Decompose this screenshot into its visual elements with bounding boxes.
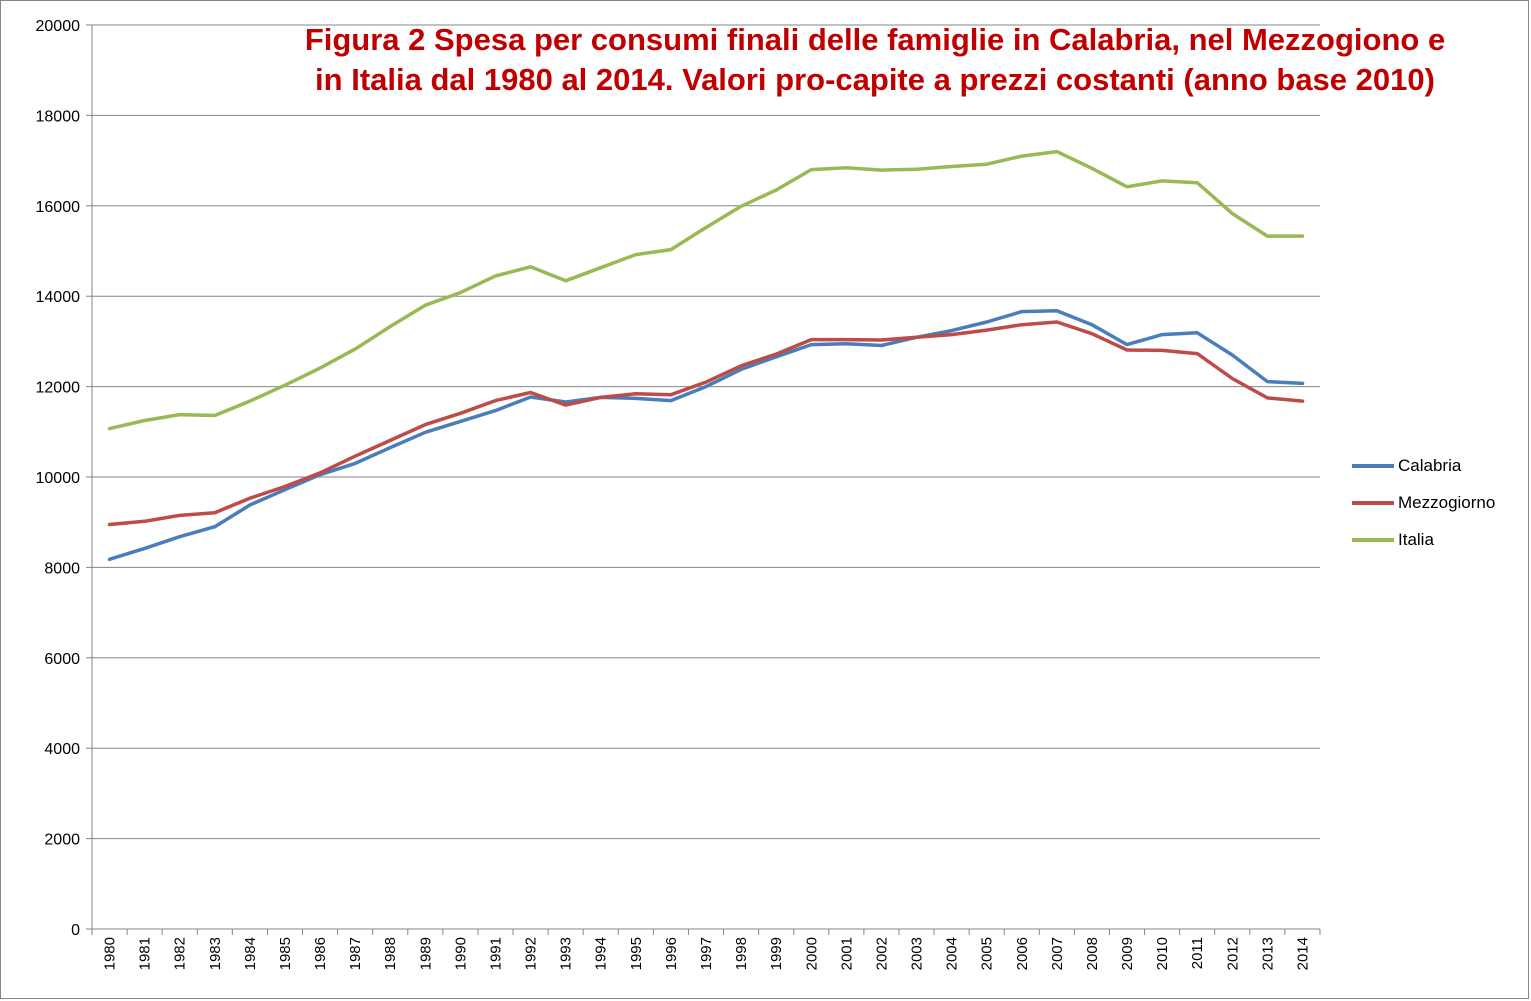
x-tick-label: 1991 xyxy=(487,937,504,970)
gridlines xyxy=(92,24,1320,840)
y-tick-label: 16000 xyxy=(36,199,81,216)
x-tick-label: 1998 xyxy=(733,937,750,970)
x-tick-label: 2008 xyxy=(1084,937,1101,970)
x-tick-label: 2007 xyxy=(1049,937,1066,970)
legend-label-mezzogiorno: Mezzogiorno xyxy=(1398,492,1496,512)
y-tick-label: 2000 xyxy=(44,832,80,849)
x-tick-label: 2000 xyxy=(803,937,820,970)
x-tick-label: 2003 xyxy=(909,937,926,970)
x-tick-label: 1997 xyxy=(698,937,715,970)
x-axis-tick-labels: 1980 1981 1982 1983 1984 1985 1986 1987 1988 1989… xyxy=(102,937,1312,970)
x-tick-label: 2001 xyxy=(838,937,855,970)
y-tick-label: 6000 xyxy=(44,651,80,668)
x-tick-label: 1986 xyxy=(312,937,329,970)
chart-title-line-2: in Italia dal 1980 al 2014. Valori pro-c… xyxy=(315,62,1435,97)
x-tick-label: 1988 xyxy=(382,937,399,970)
x-tick-label: 1982 xyxy=(172,937,189,970)
x-tick-label: 2004 xyxy=(944,937,961,970)
x-tick-label: 1987 xyxy=(347,937,364,970)
y-axis-tick-labels: 0 2000 4000 6000 8000 10000 12000 14000 16000 180… xyxy=(36,18,81,939)
y-tick-label: 12000 xyxy=(36,380,81,397)
x-tick-label: 1992 xyxy=(523,937,540,970)
y-tick-label: 0 xyxy=(71,922,80,939)
y-tick-label: 10000 xyxy=(36,470,81,487)
x-tick-label: 1996 xyxy=(663,937,680,970)
x-tick-label: 1983 xyxy=(207,937,224,970)
legend-item-calabria: Calabria xyxy=(1352,447,1495,484)
y-tick-label: 20000 xyxy=(36,18,81,35)
x-tick-label: 2010 xyxy=(1154,937,1171,970)
legend-label-italia: Italia xyxy=(1398,529,1434,549)
legend-swatch-mezzogiorno xyxy=(1352,500,1394,505)
x-tick-label: 2013 xyxy=(1259,937,1276,970)
chart-title-line-1: Figura 2 Spesa per consumi finali delle … xyxy=(304,22,1446,57)
x-tick-label: 2011 xyxy=(1189,937,1206,969)
series-line-italia xyxy=(107,149,1305,431)
series-line-mezzogiorno xyxy=(107,320,1305,527)
x-tick-label: 2006 xyxy=(1014,937,1031,970)
legend-label-calabria: Calabria xyxy=(1398,455,1462,475)
x-tick-label: 2014 xyxy=(1294,937,1311,970)
x-tick-label: 1990 xyxy=(452,937,469,970)
legend-item-mezzogiorno: Mezzogiorno xyxy=(1352,484,1495,521)
legend-swatch-calabria xyxy=(1352,463,1394,468)
x-tick-label: 1999 xyxy=(768,937,785,970)
chart-title: Figura 2 Spesa per consumi finali delle … xyxy=(230,20,1520,100)
x-tick-label: 1995 xyxy=(628,937,645,970)
x-tick-label: 1989 xyxy=(417,937,434,970)
legend-swatch-italia xyxy=(1352,537,1394,542)
x-tick-label: 1985 xyxy=(277,937,294,970)
x-tick-label: 1984 xyxy=(242,937,259,970)
y-tick-label: 14000 xyxy=(36,289,81,306)
y-tick-label: 18000 xyxy=(36,108,81,125)
x-tick-label: 2012 xyxy=(1224,937,1241,970)
x-tick-label: 2005 xyxy=(979,937,996,970)
x-tick-label: 1993 xyxy=(558,937,575,970)
series-lines xyxy=(107,149,1305,562)
y-tick-label: 4000 xyxy=(44,741,80,758)
x-tick-label: 2009 xyxy=(1119,937,1136,970)
x-tick-label: 1994 xyxy=(593,937,610,970)
y-tick-label: 8000 xyxy=(44,560,80,577)
legend: Calabria Mezzogiorno Italia xyxy=(1352,447,1495,558)
legend-item-italia: Italia xyxy=(1352,521,1495,558)
x-tick-label: 1980 xyxy=(102,937,119,970)
series-line-calabria xyxy=(107,308,1305,562)
axes xyxy=(86,24,1321,935)
x-tick-label: 1981 xyxy=(137,937,154,970)
x-tick-label: 2002 xyxy=(873,937,890,970)
